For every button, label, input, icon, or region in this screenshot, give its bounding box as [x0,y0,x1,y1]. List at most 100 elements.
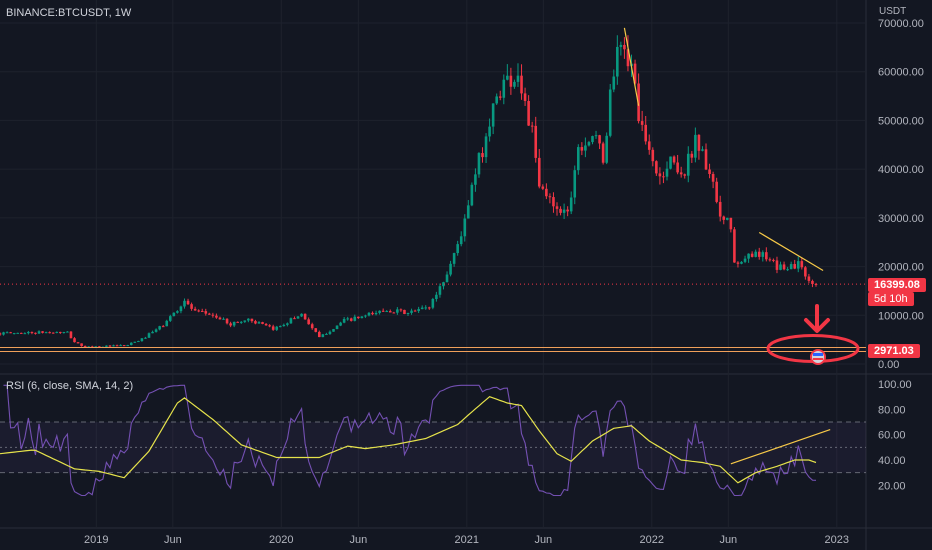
candle-body [679,172,683,175]
rsi-series [0,384,831,497]
candle-body [321,334,325,338]
candle-body [772,259,775,261]
candle-body [626,49,630,67]
candle-body [804,267,807,277]
candle-body [161,326,165,328]
candle-body [80,343,83,347]
price-tick-label: 0.00 [878,359,899,371]
candle-body [672,156,676,163]
symbol-title[interactable]: BINANCE:BTCUSDT, 1W [6,7,132,19]
candle-body [193,308,197,311]
candle-body [484,136,488,158]
candle-body [69,331,73,339]
candle-body [548,196,552,198]
candle-body [559,208,562,213]
candle-body [289,318,293,324]
candle-body [435,294,438,300]
candle-body [225,318,229,324]
currency-label: USDT [879,6,907,17]
candle-body [704,149,708,170]
candle-body [286,323,289,325]
rsi-title[interactable]: RSI (6, close, SMA, 14, 2) [6,380,134,392]
candle-body [335,325,339,330]
candle-body [51,332,55,334]
price-tick-label: 40000.00 [878,164,924,176]
candle-body [55,331,59,333]
candle-body [530,125,534,127]
candle-body [619,44,623,47]
rsi-line [3,384,817,497]
time-tick-label: 2023 [825,534,849,546]
price-overlays [0,27,866,365]
countdown-badge: 5d 10h [868,292,914,306]
rsi-tick-label: 40.00 [878,455,906,467]
candle-body [87,346,90,348]
rsi-sma-line [0,396,817,484]
candle-body [236,321,240,323]
candle-body [385,311,389,313]
candle-body [129,342,133,346]
candle-body [83,346,87,348]
candle-body [190,304,193,309]
candle-body [388,311,392,313]
candle-body [516,75,520,82]
candle-body [566,209,569,212]
candle-body [76,342,80,344]
rsi-tick-label: 80.00 [878,404,906,416]
candle-body [591,136,594,143]
candle-body [612,76,616,90]
candle-body [427,307,431,309]
candle-body [708,169,711,174]
candle-body [105,345,108,347]
candle-body [417,309,420,312]
candle-body [796,261,800,269]
candle-body [62,331,66,333]
candle-body [2,332,5,335]
candle-body [364,315,367,317]
candle-body [467,205,470,219]
candle-body [431,299,435,308]
candle-body [151,331,154,334]
candle-body [573,170,577,198]
candle-body [239,321,243,323]
candle-body [601,143,605,163]
candle-body [339,322,342,326]
candle-body [119,345,122,347]
candle-body [278,326,282,328]
candle-body [222,318,225,320]
candle-body [495,96,498,104]
candle-body [669,156,672,169]
price-tick-label: 60000.00 [878,67,924,79]
candle-body [537,157,541,187]
candle-body [779,264,782,270]
candle-body [449,263,452,275]
candle-body [459,236,463,245]
rsi-grid [0,421,866,474]
candle-body [172,312,176,317]
candle-body [98,346,101,348]
last-price-badge: 16399.08 [868,278,926,292]
candle-body [676,162,679,173]
candle-body [747,253,750,259]
candle-body [144,337,147,339]
candle-body [16,332,20,334]
candle-body [520,75,523,94]
candle-body [115,345,119,347]
candle-body [580,147,584,151]
candle-body [442,282,445,287]
candle-body [12,333,16,335]
candle-body [605,135,608,163]
candle-body [562,209,566,213]
candle-body [623,44,626,50]
candle-body [165,320,169,327]
candle-body [247,318,250,321]
candle-body [30,332,34,334]
candle-body [513,81,516,87]
candle-body [37,331,41,334]
candle-body [268,325,271,327]
candle-body [360,316,364,319]
time-tick-label: Jun [719,534,737,546]
candle-body [179,306,183,312]
candle-body [782,264,786,270]
